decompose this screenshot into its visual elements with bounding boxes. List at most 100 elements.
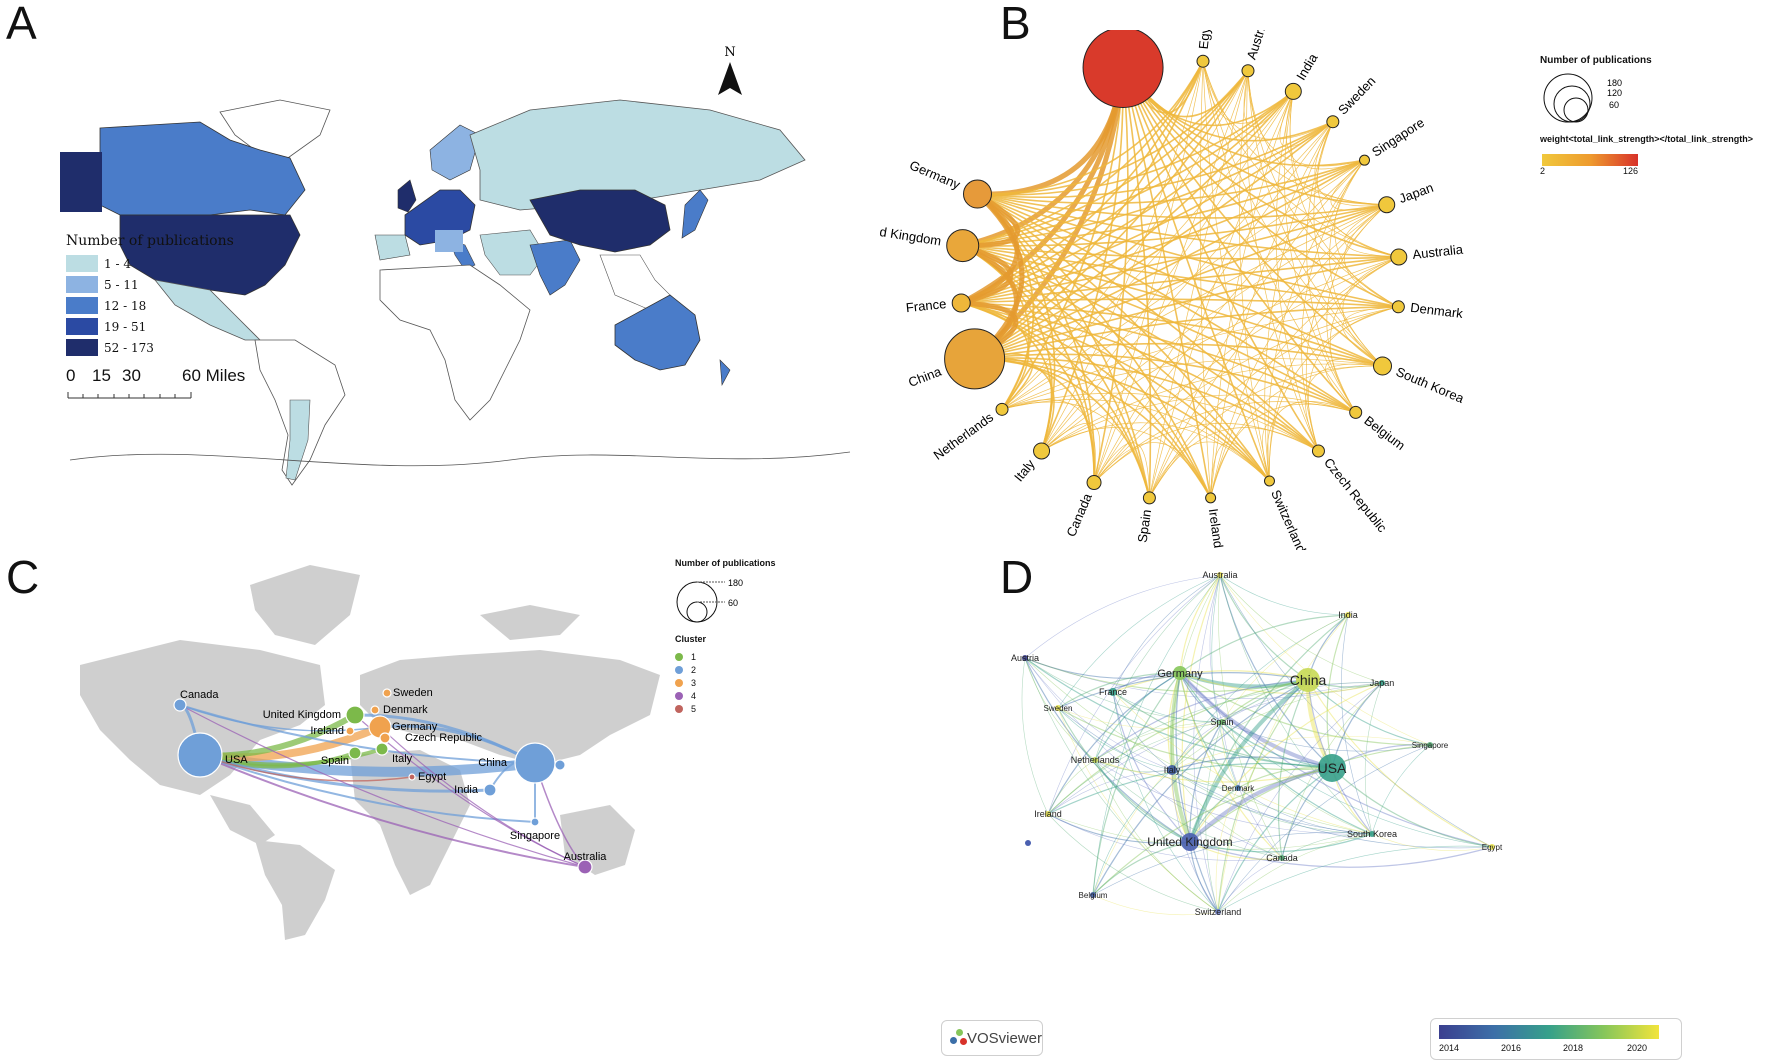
d-node[interactable] <box>1427 742 1433 748</box>
d-link <box>1221 721 1431 752</box>
c-node[interactable] <box>375 742 389 756</box>
d-node[interactable] <box>1109 688 1117 696</box>
d-colorbar-tick: 2016 <box>1501 1043 1522 1053</box>
c-label: Australia <box>564 851 608 863</box>
c-node[interactable] <box>554 759 566 771</box>
d-link <box>1047 813 1191 844</box>
d-node[interactable] <box>1219 719 1225 725</box>
d-link <box>1237 787 1373 835</box>
c-node[interactable] <box>345 726 355 736</box>
c-node[interactable] <box>530 817 540 827</box>
country-node[interactable] <box>1082 30 1164 108</box>
c-node[interactable] <box>483 783 497 797</box>
country-node[interactable] <box>944 328 1006 390</box>
d-node[interactable] <box>1092 757 1098 763</box>
c-node[interactable] <box>370 705 380 715</box>
d-link <box>1171 769 1493 849</box>
country-node[interactable] <box>962 179 992 209</box>
country-node[interactable] <box>1390 248 1408 266</box>
cluster-dot <box>675 652 683 661</box>
d-link <box>1219 574 1373 835</box>
b-link <box>1305 363 1383 452</box>
c-node[interactable] <box>173 698 187 712</box>
d-node[interactable] <box>1215 909 1221 915</box>
country-node[interactable] <box>1373 356 1393 376</box>
d-node[interactable] <box>1217 572 1223 578</box>
country-node[interactable] <box>1359 154 1371 166</box>
country-node[interactable] <box>1311 444 1325 458</box>
country-label: Austria <box>1244 30 1271 61</box>
b-link <box>962 159 1365 247</box>
d-node[interactable] <box>1489 844 1495 850</box>
d-link <box>1169 672 1192 843</box>
b-link <box>977 193 1399 308</box>
d-link <box>1092 672 1181 896</box>
d-node[interactable] <box>1235 785 1241 791</box>
c-size-legend-circles: 180 60 <box>676 578 743 623</box>
d-link <box>1175 672 1219 913</box>
d-link <box>1219 574 1333 769</box>
d-node[interactable] <box>1090 892 1096 898</box>
d-node[interactable] <box>1296 668 1320 692</box>
c-node[interactable] <box>514 742 556 784</box>
country-node[interactable] <box>946 229 980 263</box>
b-link <box>1149 91 1294 498</box>
country-node[interactable] <box>1378 196 1396 214</box>
d-link <box>1171 721 1223 771</box>
d-node[interactable] <box>1279 855 1285 861</box>
d-link <box>1188 678 1310 843</box>
panel-letter-b: B <box>1000 0 1031 49</box>
country-node[interactable] <box>1326 115 1340 129</box>
c-node[interactable] <box>379 732 391 744</box>
d-node[interactable] <box>1345 612 1351 618</box>
d-node[interactable] <box>1318 754 1346 782</box>
country-node[interactable] <box>1263 475 1275 487</box>
d-node[interactable] <box>1173 666 1187 680</box>
d-label: Italy <box>1164 765 1181 775</box>
c-label: Germany <box>392 721 438 733</box>
c-node[interactable] <box>382 688 392 698</box>
d-node[interactable] <box>1379 680 1385 686</box>
country-node[interactable] <box>1196 54 1210 68</box>
c-node[interactable] <box>348 746 362 760</box>
legend-swatch <box>66 297 98 314</box>
d-link <box>1112 691 1173 771</box>
d-link <box>1171 735 1431 771</box>
d-link <box>1024 657 1223 723</box>
b-link <box>977 121 1334 199</box>
d-node[interactable] <box>1055 705 1061 711</box>
c-node[interactable] <box>408 773 416 781</box>
country-node[interactable] <box>1349 405 1363 419</box>
c-node[interactable] <box>345 705 365 725</box>
c-label: Italy <box>392 753 413 765</box>
d-link <box>1189 841 1283 860</box>
legend-label: 5 - 11 <box>104 277 139 292</box>
d-link <box>1094 759 1373 835</box>
country-node[interactable] <box>995 402 1009 416</box>
d-node[interactable] <box>1022 655 1028 661</box>
b-link <box>1093 422 1319 483</box>
country-node[interactable] <box>1142 491 1156 505</box>
c-node[interactable] <box>577 859 593 875</box>
country-node[interactable] <box>1241 64 1255 78</box>
d-node[interactable] <box>1167 765 1177 775</box>
d-link <box>1047 769 1173 815</box>
d-node[interactable] <box>1369 831 1375 837</box>
country-node[interactable] <box>1391 300 1405 314</box>
d-link <box>1189 841 1493 868</box>
d-colorbar-tick: 2018 <box>1563 1043 1584 1053</box>
d-node[interactable] <box>1181 833 1199 851</box>
c-node[interactable] <box>177 732 223 778</box>
country-node[interactable] <box>1033 442 1051 460</box>
d-label: Australia <box>1202 570 1237 580</box>
country-node[interactable] <box>1086 475 1102 491</box>
b-link <box>962 244 1212 499</box>
b-link <box>1247 70 1387 206</box>
b-link <box>977 193 1387 219</box>
country-node[interactable] <box>951 293 971 313</box>
d-node[interactable] <box>1025 840 1031 846</box>
d-node[interactable] <box>1045 811 1051 817</box>
country-node[interactable] <box>1205 492 1217 504</box>
country-node[interactable] <box>1284 82 1302 100</box>
d-link <box>1112 691 1373 835</box>
